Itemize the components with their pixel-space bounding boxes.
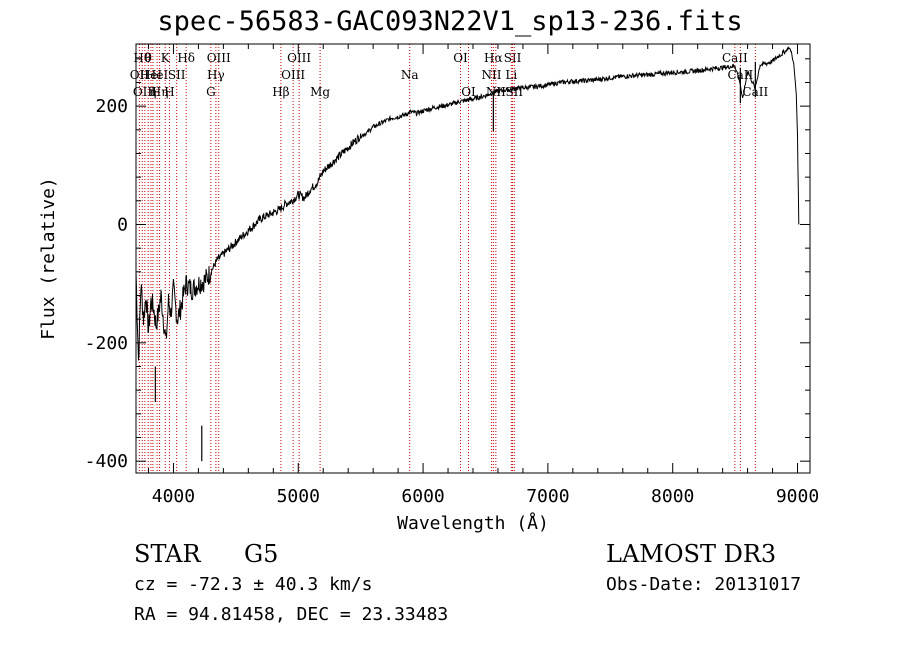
- spectral-line-label: Mg: [310, 85, 330, 99]
- chart-title: spec-56583-GAC093N22V1_sp13-236.fits: [157, 6, 743, 37]
- spectral-line-label: OIII: [207, 51, 231, 65]
- y-tick-label: -200: [85, 333, 128, 354]
- coordinates: RA = 94.81458, DEC = 23.33483: [134, 604, 449, 625]
- spectral-line-label: OIII: [287, 51, 311, 65]
- x-tick-label: 6000: [401, 486, 444, 507]
- spectral-line-label: OIII: [281, 68, 305, 82]
- spectral-line-label: SII: [168, 68, 186, 82]
- spectral-line-label: SII: [504, 51, 522, 65]
- x-axis-label: Wavelength (Å): [397, 512, 549, 534]
- spectral-line-label: η: [149, 85, 156, 99]
- y-axis-label: Flux (relative): [38, 177, 59, 340]
- x-tick-label: 9000: [776, 486, 819, 507]
- spectral-line-label: OI: [461, 85, 476, 99]
- spectrum-series-line: [135, 46, 800, 361]
- object-class: STAR: [134, 540, 201, 568]
- spectral-line-label: Hβ: [272, 85, 289, 99]
- observation-date: Obs-Date: 20131017: [606, 574, 802, 595]
- spectral-line-label: Hδ: [177, 51, 195, 65]
- spectral-line-label: CaII: [722, 51, 748, 65]
- y-tick-label: 200: [95, 96, 128, 117]
- spectral-line-label: Hγ: [207, 68, 225, 82]
- spectral-line-label: Li: [505, 68, 517, 82]
- spectral-line-label: SII: [505, 85, 523, 99]
- spectral-line-label: OI: [453, 51, 468, 65]
- spectral-line-label: NII: [481, 68, 501, 82]
- spectral-line-label: Hη: [151, 85, 169, 99]
- x-tick-label: 5000: [277, 486, 320, 507]
- spectral-line-label: Hθ: [133, 51, 151, 65]
- plot-frame: [135, 43, 811, 474]
- spectral-line-label: HeI: [146, 68, 169, 82]
- y-tick-label: -400: [85, 451, 128, 472]
- spectral-line-label: Na: [401, 68, 419, 82]
- spectral-line-label: K: [161, 51, 171, 65]
- x-tick-label: 8000: [651, 486, 694, 507]
- spectral-line-label: H: [164, 85, 174, 99]
- spectral-line-label: θ: [145, 51, 152, 65]
- spectral-line-label: Hα: [484, 51, 503, 65]
- x-tick-label: 7000: [526, 486, 569, 507]
- y-tick-label: 0: [117, 214, 128, 235]
- redshift-cz: cz = -72.3 ± 40.3 km/s: [134, 574, 373, 595]
- survey-name: LAMOST DR3: [606, 540, 777, 568]
- x-tick-label: 4000: [152, 486, 195, 507]
- object-subclass: G5: [244, 540, 279, 568]
- spectral-line-label: G: [206, 85, 216, 99]
